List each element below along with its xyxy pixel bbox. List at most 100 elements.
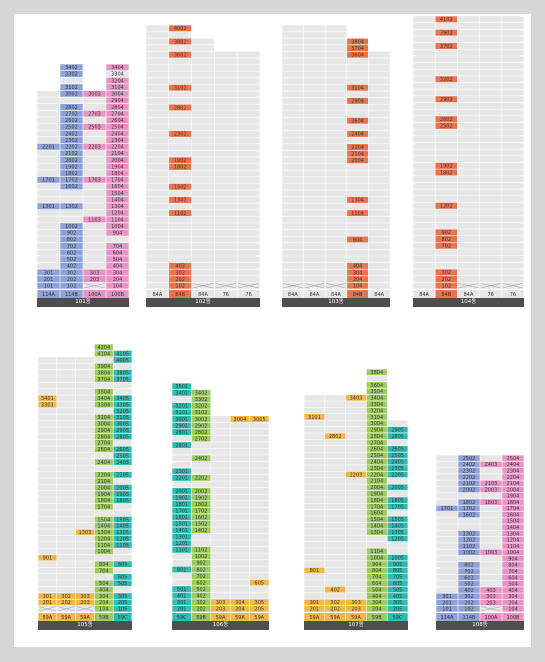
unit-cell [325,183,347,190]
unit-label: 1504 [507,519,520,525]
unit-type-header [37,290,60,298]
unit-cell [172,461,192,468]
unit-cell [502,455,524,461]
unit-cell [57,542,76,548]
unit-label: 1802 [65,171,78,177]
unit-label: 2605 [116,447,129,453]
unit-cell [366,478,387,484]
unit-label: 2504 [111,125,124,131]
unit-cell [75,522,95,529]
unit-cell [502,149,524,156]
unit-cell [249,494,269,501]
unit-cell [57,357,76,363]
unit-label: 104 [113,283,123,289]
unit-cell [83,276,106,283]
unit-cell [113,440,132,446]
unit-cell [237,243,260,250]
unit-type-label: 114A [42,292,56,298]
unit-label: 1902 [174,158,187,164]
unit-cell [387,509,408,516]
unit-cell [83,150,106,157]
unit-cell [38,408,57,414]
unit-cell [60,156,83,163]
unit-label: 302 [61,594,71,600]
void-cross [480,283,501,289]
building-105-grid: 2013019013301340159A20230259A20330313035… [38,344,132,621]
unit-label: 804 [99,562,109,568]
building-108: 101 201 301 1701 114A 102 202 302 402 502 602 702 80… [436,455,524,630]
unit-cell [387,561,408,567]
unit-cell [230,481,250,488]
unit-label: 202 [442,277,452,283]
unit-cell [436,562,458,568]
unit-cell [325,458,346,465]
unit-label: 2503 [88,125,101,131]
unit-label: 3005 [253,417,266,423]
unit-label: 2904 [97,428,110,434]
unit-label: 3602 [174,53,187,59]
unit-label: 303 [90,270,100,276]
unit-label: 205 [255,607,265,613]
unit-label: 2404 [507,462,520,468]
unit-label: 505 [118,581,128,587]
unit-cell [60,269,83,276]
unit-label: 605 [255,580,265,586]
building-106-grid: 2013014015018011101120113011401150116011… [172,383,269,621]
unit-cell [172,599,192,606]
unit-cell [249,474,269,481]
unit-cell [479,275,502,283]
unit-cell [230,553,250,560]
unit-cell [83,229,106,236]
unit-cell [172,527,192,534]
unit-type-header [237,290,260,298]
building-103: 84A 84A 84A 104 204 304 404 804 1104 1304 2004 2104… [282,25,390,307]
unit-cell [303,97,325,104]
unit-cell [502,461,524,468]
unit-cell [282,276,304,283]
unit-cell [368,111,390,118]
unit-cell [106,117,129,124]
unit-cell [413,149,435,156]
unit-label: 2505 [391,453,404,459]
unit-cell [237,170,260,177]
unit-label: 203 [80,600,90,606]
unit-type-label: 84B [353,292,363,298]
unit-label: 2604 [370,447,383,453]
unit-cell [368,58,390,65]
unit-label: 2801 [175,430,188,436]
unit-cell [436,574,458,581]
unit-cell [211,442,230,449]
unit-cell [211,481,230,488]
unit-cell [347,130,369,137]
unit-cell [214,190,237,197]
unit-cell [113,561,132,568]
unit-cell [146,262,169,269]
unit-cell [502,574,524,581]
unit-cell [37,163,60,170]
unit-cell [347,196,369,203]
unit-label: 304 [99,594,109,600]
unit-label: 502 [196,587,206,593]
unit-label: 2902 [440,97,453,103]
unit-cell [366,401,387,408]
unit-cell [413,76,435,83]
unit-cell [191,223,215,230]
unit-cell [345,478,367,484]
unit-label: 401 [177,593,187,599]
unit-cell [75,535,95,542]
unit-cell [237,117,260,124]
unit-cell [479,242,502,249]
unit-cell [282,190,304,197]
unit-cell [303,31,325,38]
unit-cell [211,527,230,534]
unit-cell [303,196,325,203]
unit-cell [304,394,325,401]
unit-type-header [325,613,346,621]
unit-label: 2402 [65,131,78,137]
unit-type-label: 84A [288,292,298,298]
unit-cell [282,203,304,210]
unit-label: 402 [175,264,185,270]
unit-cell [479,176,502,183]
unit-cell [368,97,390,104]
unit-cell [366,522,387,529]
